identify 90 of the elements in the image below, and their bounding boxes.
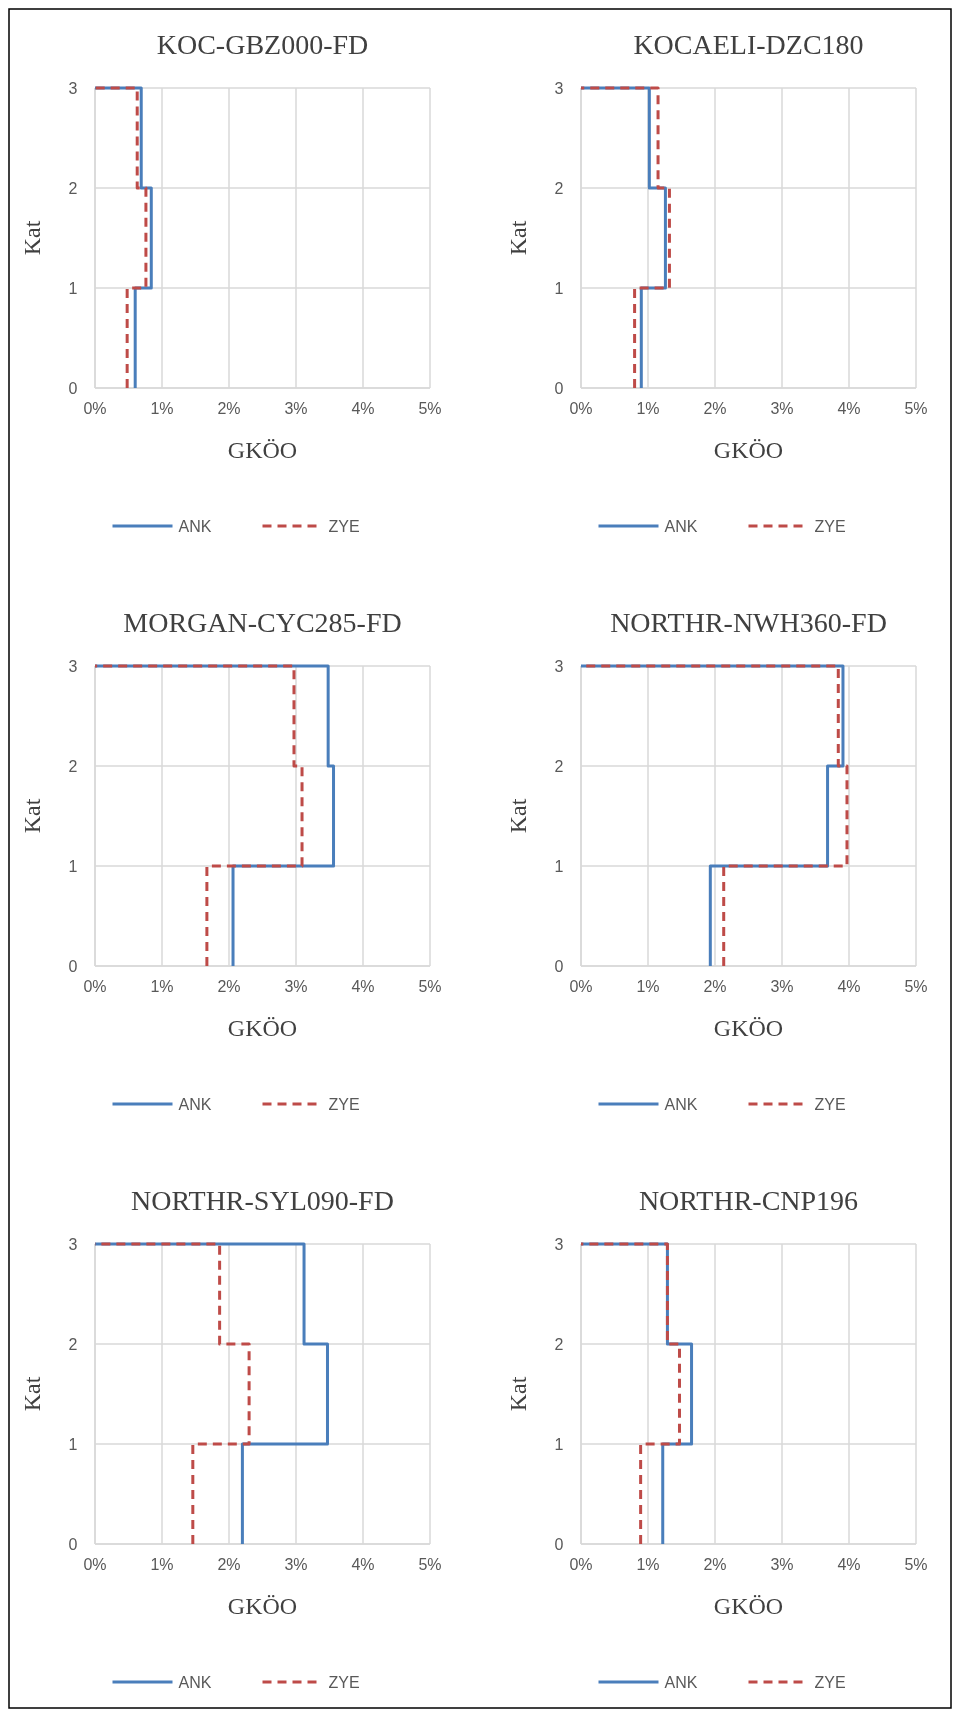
x-tick-label: 2% [703, 978, 727, 995]
y-tick-label: 3 [68, 80, 78, 97]
x-tick-label: 4% [351, 400, 375, 417]
legend-label: ZYE [814, 1674, 846, 1691]
x-tick-label: 1% [636, 1556, 660, 1573]
x-tick-label: 5% [904, 978, 928, 995]
x-tick-label: 5% [418, 1556, 442, 1573]
y-axis-title: Kat [19, 798, 45, 834]
x-tick-label: 4% [837, 978, 861, 995]
x-axis-title: GKÖO [713, 1015, 784, 1041]
y-axis-title: Kat [505, 1376, 531, 1412]
x-tick-label: 0% [569, 400, 593, 417]
x-tick-label: 0% [83, 978, 107, 995]
y-tick-label: 3 [68, 1236, 78, 1253]
chart-title: KOCAELI-DZC180 [633, 29, 864, 60]
y-tick-label: 1 [68, 858, 78, 875]
x-tick-label: 3% [770, 400, 794, 417]
x-tick-label: 1% [150, 978, 174, 995]
y-tick-label: 0 [554, 380, 564, 397]
legend-label: ANK [664, 1096, 698, 1113]
x-tick-label: 1% [636, 400, 660, 417]
x-tick-label: 1% [150, 1556, 174, 1573]
x-tick-label: 2% [703, 1556, 727, 1573]
x-tick-label: 2% [217, 400, 241, 417]
y-axis-title: Kat [19, 1376, 45, 1412]
y-tick-label: 1 [68, 1436, 78, 1453]
legend-label: ANK [178, 1674, 212, 1691]
y-tick-label: 3 [554, 80, 564, 97]
y-tick-label: 1 [554, 858, 564, 875]
y-tick-label: 3 [554, 1236, 564, 1253]
legend-label: ZYE [328, 1674, 360, 1691]
y-tick-label: 0 [554, 1536, 564, 1553]
legend-label: ANK [664, 518, 698, 535]
legend-label: ZYE [328, 1096, 360, 1113]
y-tick-label: 3 [68, 658, 78, 675]
x-tick-label: 3% [284, 1556, 308, 1573]
x-tick-label: 4% [351, 978, 375, 995]
chart-title: MORGAN-CYC285-FD [123, 607, 402, 638]
x-tick-label: 0% [83, 400, 107, 417]
y-tick-label: 2 [68, 1336, 78, 1353]
y-tick-label: 2 [68, 180, 78, 197]
x-tick-label: 2% [217, 1556, 241, 1573]
x-axis-title: GKÖO [713, 1593, 784, 1619]
x-axis-title: GKÖO [713, 437, 784, 463]
y-tick-label: 3 [554, 658, 564, 675]
y-tick-label: 2 [554, 180, 564, 197]
y-tick-label: 2 [554, 1336, 564, 1353]
legend-label: ZYE [328, 518, 360, 535]
x-tick-label: 0% [569, 1556, 593, 1573]
x-tick-label: 5% [418, 978, 442, 995]
legend-label: ANK [178, 518, 212, 535]
y-tick-label: 0 [68, 958, 78, 975]
x-axis-title: GKÖO [227, 1593, 298, 1619]
x-tick-label: 5% [418, 400, 442, 417]
x-tick-label: 5% [904, 1556, 928, 1573]
x-axis-title: GKÖO [227, 1015, 298, 1041]
chart-title: NORTHR-CNP196 [638, 1185, 859, 1216]
y-tick-label: 0 [68, 1536, 78, 1553]
legend-label: ANK [178, 1096, 212, 1113]
chart-title: NORTHR-NWH360-FD [610, 607, 887, 638]
y-tick-label: 1 [554, 280, 564, 297]
chart-title: KOC-GBZ000-FD [156, 29, 369, 60]
y-axis-title: Kat [505, 798, 531, 834]
y-axis-title: Kat [505, 220, 531, 256]
x-axis-title: GKÖO [227, 437, 298, 463]
y-tick-label: 1 [68, 280, 78, 297]
x-tick-label: 3% [284, 400, 308, 417]
x-tick-label: 4% [837, 400, 861, 417]
x-tick-label: 0% [569, 978, 593, 995]
y-tick-label: 1 [554, 1436, 564, 1453]
x-tick-label: 1% [150, 400, 174, 417]
x-tick-label: 3% [770, 1556, 794, 1573]
x-tick-label: 1% [636, 978, 660, 995]
y-tick-label: 2 [554, 758, 564, 775]
x-tick-label: 4% [351, 1556, 375, 1573]
y-tick-label: 0 [68, 380, 78, 397]
y-tick-label: 0 [554, 958, 564, 975]
legend-label: ZYE [814, 518, 846, 535]
x-tick-label: 3% [770, 978, 794, 995]
legend-label: ZYE [814, 1096, 846, 1113]
x-tick-label: 0% [83, 1556, 107, 1573]
x-tick-label: 4% [837, 1556, 861, 1573]
x-tick-label: 2% [703, 400, 727, 417]
y-axis-title: Kat [19, 220, 45, 256]
legend-label: ANK [664, 1674, 698, 1691]
x-tick-label: 5% [904, 400, 928, 417]
chart-title: NORTHR-SYL090-FD [131, 1185, 394, 1216]
y-tick-label: 2 [68, 758, 78, 775]
x-tick-label: 3% [284, 978, 308, 995]
x-tick-label: 2% [217, 978, 241, 995]
